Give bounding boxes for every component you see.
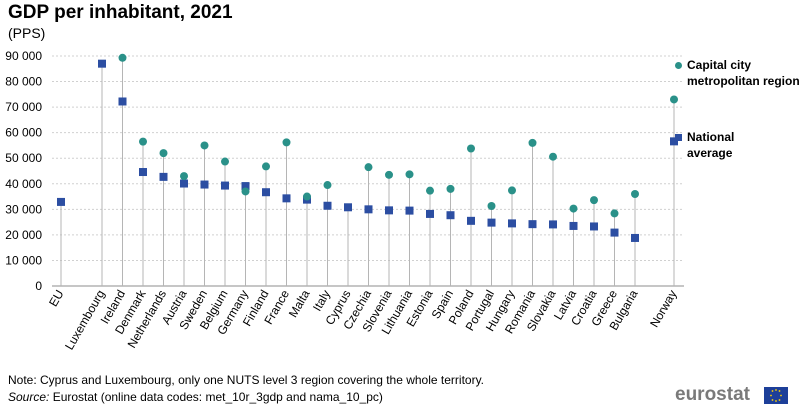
y-tick-label: 90 000 xyxy=(5,49,42,63)
national-marker-greece xyxy=(610,228,619,237)
national-marker-lithuania xyxy=(405,206,414,215)
national-marker-sweden xyxy=(200,180,209,189)
y-tick-label: 0 xyxy=(35,279,42,293)
capital-marker-portugal xyxy=(487,202,496,211)
national-marker-slovakia xyxy=(549,220,557,229)
capital-marker-lithuania xyxy=(405,170,414,179)
capital-marker-france xyxy=(282,138,291,147)
national-marker-norway xyxy=(670,137,678,146)
national-marker-belgium xyxy=(221,181,229,190)
y-tick-label: 50 000 xyxy=(5,151,42,165)
y-tick-label: 80 000 xyxy=(5,75,42,89)
capital-marker-slovenia xyxy=(385,170,393,179)
y-tick-label: 20 000 xyxy=(5,228,42,242)
source-text: Eurostat (online data codes: met_10r_3gd… xyxy=(49,390,383,404)
national-marker-spain xyxy=(446,211,455,220)
capital-marker-czechia xyxy=(364,163,373,172)
capital-marker-poland xyxy=(467,144,475,153)
national-marker-bulgaria xyxy=(631,233,639,242)
national-marker-eu xyxy=(57,197,65,206)
capital-marker-denmark xyxy=(139,137,147,146)
legend-label-capital: Capital city metropolitan region xyxy=(687,58,800,88)
capital-marker-netherlands xyxy=(159,149,168,158)
source-label: Source: xyxy=(8,390,50,404)
eurostat-logo: eurostat xyxy=(675,384,750,405)
national-marker-ireland xyxy=(118,97,127,106)
capital-marker-norway xyxy=(670,95,678,104)
y-tick-label: 60 000 xyxy=(5,126,42,140)
capital-marker-latvia xyxy=(569,204,578,213)
national-marker-estonia xyxy=(426,209,434,218)
y-tick-label: 70 000 xyxy=(5,100,42,114)
national-marker-denmark xyxy=(139,168,147,177)
y-tick-label: 40 000 xyxy=(5,177,42,191)
capital-marker-austria xyxy=(180,172,188,181)
capital-marker-sweden xyxy=(200,141,209,150)
eu-flag-icon xyxy=(764,387,788,404)
capital-marker-croatia xyxy=(590,196,598,205)
x-tick-label: EU xyxy=(46,288,66,309)
y-tick-label: 10 000 xyxy=(5,253,42,267)
national-marker-cyprus xyxy=(344,203,352,212)
capital-marker-hungary xyxy=(508,186,516,195)
national-marker-latvia xyxy=(569,221,578,230)
capital-marker-belgium xyxy=(221,157,229,166)
capital-marker-finland xyxy=(262,162,270,171)
national-marker-netherlands xyxy=(159,172,168,181)
x-tick-label: Malta xyxy=(286,287,313,320)
legend-circle-marker xyxy=(675,62,682,69)
capital-marker-ireland xyxy=(118,53,127,62)
capital-marker-greece xyxy=(610,209,619,218)
capital-marker-estonia xyxy=(426,186,434,195)
capital-marker-germany xyxy=(241,187,250,196)
capital-marker-italy xyxy=(323,181,332,190)
footnote: Note: Cyprus and Luxembourg, only one NU… xyxy=(8,373,485,387)
national-marker-austria xyxy=(180,179,188,188)
capital-marker-bulgaria xyxy=(631,190,639,198)
national-marker-portugal xyxy=(487,218,496,227)
capital-marker-slovakia xyxy=(549,152,557,161)
legend-square-marker xyxy=(675,134,682,141)
national-marker-france xyxy=(282,194,291,203)
national-marker-czechia xyxy=(364,205,373,214)
capital-marker-spain xyxy=(446,184,455,193)
chart-title: GDP per inhabitant, 2021 xyxy=(8,2,233,23)
legend-label-national: National average xyxy=(687,130,735,160)
national-marker-poland xyxy=(467,216,475,225)
capital-marker-romania xyxy=(528,138,537,147)
national-marker-slovenia xyxy=(385,206,393,215)
source-line: Source: Eurostat (online data codes: met… xyxy=(8,390,383,404)
national-marker-luxembourg xyxy=(98,59,106,68)
chart-subtitle: (PPS) xyxy=(8,25,46,41)
capital-marker-malta xyxy=(303,192,311,201)
national-marker-hungary xyxy=(508,219,516,228)
national-marker-germany xyxy=(241,182,250,191)
national-marker-italy xyxy=(323,201,332,210)
y-tick-label: 30 000 xyxy=(5,202,42,216)
national-marker-croatia xyxy=(590,222,598,231)
national-marker-romania xyxy=(528,220,537,229)
x-tick-label: Norway xyxy=(647,288,679,330)
national-marker-finland xyxy=(262,188,270,197)
